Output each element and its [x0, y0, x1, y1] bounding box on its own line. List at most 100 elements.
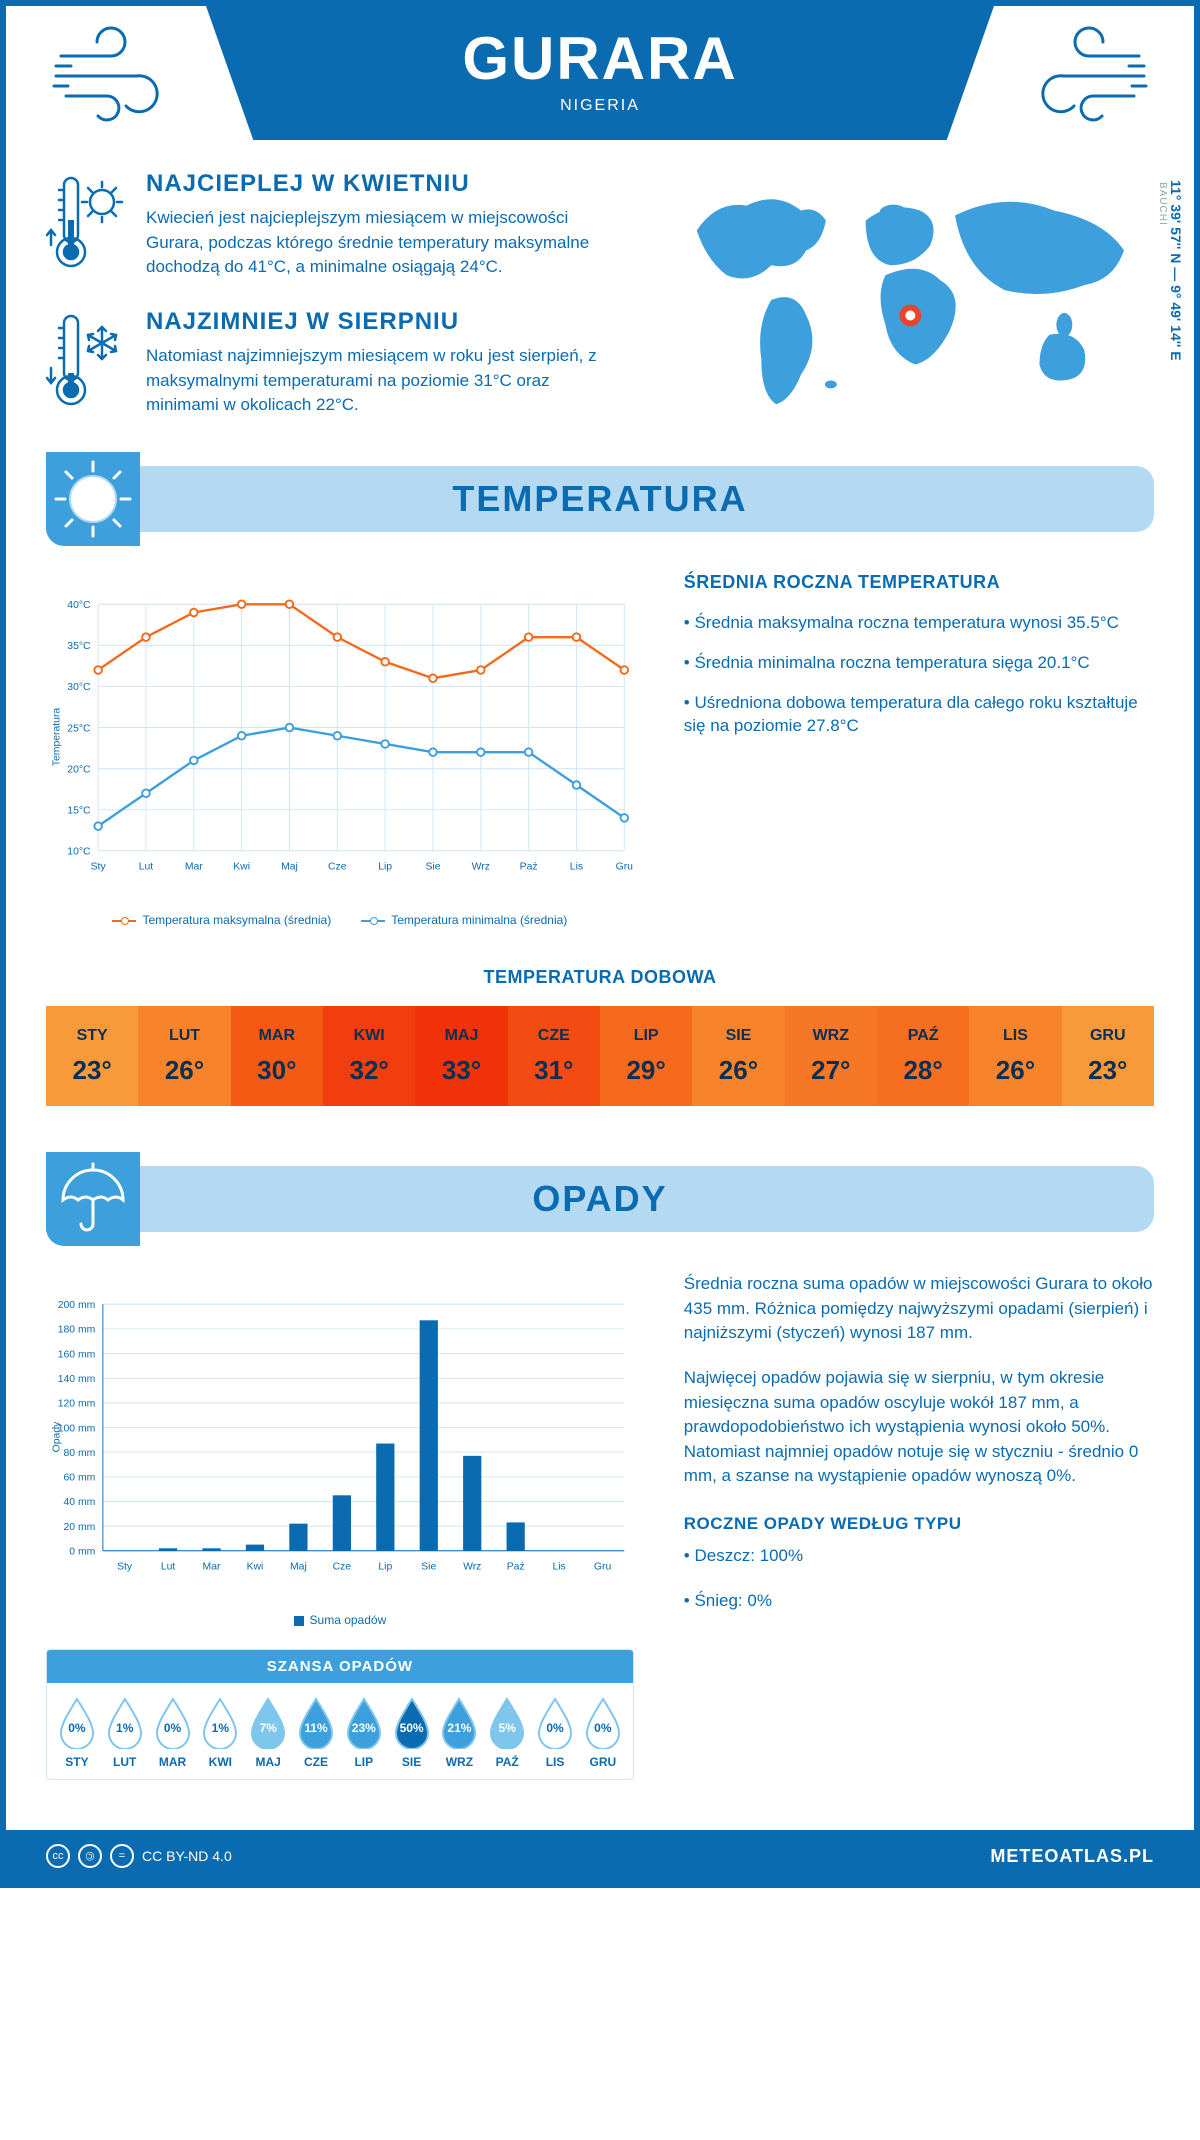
- daily-month: CZE: [538, 1027, 570, 1045]
- chance-drop: 0% LIS: [533, 1697, 577, 1769]
- cc-icon: cc: [46, 1844, 70, 1868]
- svg-text:Opady: Opady: [51, 1421, 62, 1452]
- daily-temp-cell: WRZ 27°: [785, 1006, 877, 1106]
- daily-month: PAŹ: [908, 1027, 939, 1045]
- daily-month: WRZ: [813, 1027, 849, 1045]
- precip-text-1: Średnia roczna suma opadów w miejscowośc…: [684, 1272, 1154, 1346]
- daily-value: 23°: [73, 1055, 112, 1086]
- chance-drop: 0% STY: [55, 1697, 99, 1769]
- svg-text:40 mm: 40 mm: [63, 1497, 95, 1508]
- svg-text:Lip: Lip: [378, 862, 392, 873]
- precip-text-2: Najwięcej opadów pojawia się w sierpniu,…: [684, 1366, 1154, 1489]
- coldest-block: NAJZIMNIEJ W SIERPNIU Natomiast najzimni…: [46, 308, 617, 418]
- chance-value: 0%: [535, 1721, 575, 1735]
- daily-value: 23°: [1088, 1055, 1127, 1086]
- svg-text:120 mm: 120 mm: [58, 1399, 96, 1410]
- svg-text:100 mm: 100 mm: [58, 1423, 96, 1434]
- thermometer-snow-icon: [46, 308, 126, 418]
- chance-value: 21%: [439, 1721, 479, 1735]
- svg-text:35°C: 35°C: [67, 641, 91, 652]
- thermometer-sun-icon: [46, 170, 126, 280]
- chance-value: 5%: [487, 1721, 527, 1735]
- chance-month: MAJ: [246, 1755, 290, 1769]
- daily-value: 33°: [442, 1055, 481, 1086]
- chance-month: CZE: [294, 1755, 338, 1769]
- header: GURARA NIGERIA: [46, 6, 1154, 140]
- svg-text:60 mm: 60 mm: [63, 1473, 95, 1484]
- svg-text:Paź: Paź: [520, 862, 538, 873]
- svg-text:80 mm: 80 mm: [63, 1448, 95, 1459]
- svg-text:Gru: Gru: [616, 862, 634, 873]
- svg-text:Sty: Sty: [91, 862, 107, 873]
- svg-text:Wrz: Wrz: [463, 1562, 481, 1573]
- chance-month: SIE: [390, 1755, 434, 1769]
- wind-icon: [1014, 6, 1154, 116]
- coordinates: 11° 39' 57'' N — 9° 49' 14'' E: [1168, 180, 1184, 361]
- daily-value: 26°: [165, 1055, 204, 1086]
- chance-drop: 1% LUT: [103, 1697, 147, 1769]
- svg-text:Kwi: Kwi: [233, 862, 250, 873]
- daily-temp-cell: GRU 23°: [1062, 1006, 1154, 1106]
- daily-month: LIP: [634, 1027, 659, 1045]
- svg-text:Maj: Maj: [290, 1562, 307, 1573]
- sun-icon: [52, 458, 134, 540]
- hottest-block: NAJCIEPLEJ W KWIETNIU Kwiecień jest najc…: [46, 170, 617, 280]
- daily-temp-cell: STY 23°: [46, 1006, 138, 1106]
- chance-drop: 5% PAŹ: [485, 1697, 529, 1769]
- chance-drop: 50% SIE: [390, 1697, 434, 1769]
- svg-text:0 mm: 0 mm: [69, 1547, 95, 1558]
- coldest-title: NAJZIMNIEJ W SIERPNIU: [146, 308, 617, 336]
- precip-bar-chart: 0 mm20 mm40 mm60 mm80 mm100 mm120 mm140 …: [46, 1272, 634, 1627]
- svg-text:160 mm: 160 mm: [58, 1349, 96, 1360]
- license-text: CC BY-ND 4.0: [142, 1848, 232, 1864]
- chance-drop: 11% CZE: [294, 1697, 338, 1769]
- precip-title: OPADY: [532, 1178, 667, 1220]
- svg-text:Gru: Gru: [594, 1562, 612, 1573]
- chance-month: STY: [55, 1755, 99, 1769]
- chance-value: 1%: [105, 1721, 145, 1735]
- daily-month: GRU: [1090, 1027, 1126, 1045]
- nd-icon: =: [110, 1844, 134, 1868]
- svg-text:Maj: Maj: [281, 862, 298, 873]
- daily-temp-cell: CZE31°: [508, 1006, 600, 1106]
- svg-text:Lut: Lut: [161, 1562, 176, 1573]
- chance-drop: 7% MAJ: [246, 1697, 290, 1769]
- svg-text:10°C: 10°C: [67, 847, 91, 858]
- chance-value: 1%: [200, 1721, 240, 1735]
- temperature-legend: Temperatura maksymalna (średnia) Tempera…: [46, 913, 634, 927]
- svg-text:Lut: Lut: [139, 862, 154, 873]
- chance-value: 0%: [57, 1721, 97, 1735]
- summary-title: ŚREDNIA ROCZNA TEMPERATURA: [684, 572, 1154, 593]
- chance-panel: SZANSA OPADÓW 0% STY 1% LUT 0%: [46, 1649, 634, 1780]
- svg-text:Sty: Sty: [117, 1562, 133, 1573]
- daily-value: 29°: [626, 1055, 665, 1086]
- svg-text:180 mm: 180 mm: [58, 1325, 96, 1336]
- daily-temp-cell: MAJ 33°: [415, 1006, 507, 1106]
- chance-month: LUT: [103, 1755, 147, 1769]
- svg-text:Mar: Mar: [203, 1562, 221, 1573]
- precip-type-line: • Deszcz: 100%: [684, 1544, 1154, 1569]
- chance-value: 23%: [344, 1721, 384, 1735]
- daily-temp-cell: KWI32°: [323, 1006, 415, 1106]
- temperature-summary: ŚREDNIA ROCZNA TEMPERATURA • Średnia mak…: [684, 572, 1154, 927]
- coldest-text: Natomiast najzimniejszym miesiącem w rok…: [146, 344, 617, 418]
- chance-title: SZANSA OPADÓW: [47, 1650, 633, 1683]
- world-map: [657, 170, 1154, 430]
- svg-text:15°C: 15°C: [67, 805, 91, 816]
- chance-month: WRZ: [438, 1755, 482, 1769]
- svg-text:Sie: Sie: [421, 1562, 436, 1573]
- daily-month: STY: [77, 1027, 108, 1045]
- precip-section-header: OPADY: [46, 1166, 1154, 1232]
- chance-value: 0%: [583, 1721, 623, 1735]
- svg-text:Paź: Paź: [507, 1562, 525, 1573]
- chance-drop: 1% KWI: [198, 1697, 242, 1769]
- daily-value: 27°: [811, 1055, 850, 1086]
- summary-line: • Uśredniona dobowa temperatura dla całe…: [684, 691, 1154, 739]
- chance-drop: 21% WRZ: [438, 1697, 482, 1769]
- chance-drop: 0% GRU: [581, 1697, 625, 1769]
- daily-month: MAJ: [445, 1027, 479, 1045]
- precip-type-line: • Śnieg: 0%: [684, 1589, 1154, 1614]
- svg-text:Lis: Lis: [552, 1562, 565, 1573]
- daily-month: LUT: [169, 1027, 200, 1045]
- hottest-text: Kwiecień jest najcieplejszym miesiącem w…: [146, 206, 617, 280]
